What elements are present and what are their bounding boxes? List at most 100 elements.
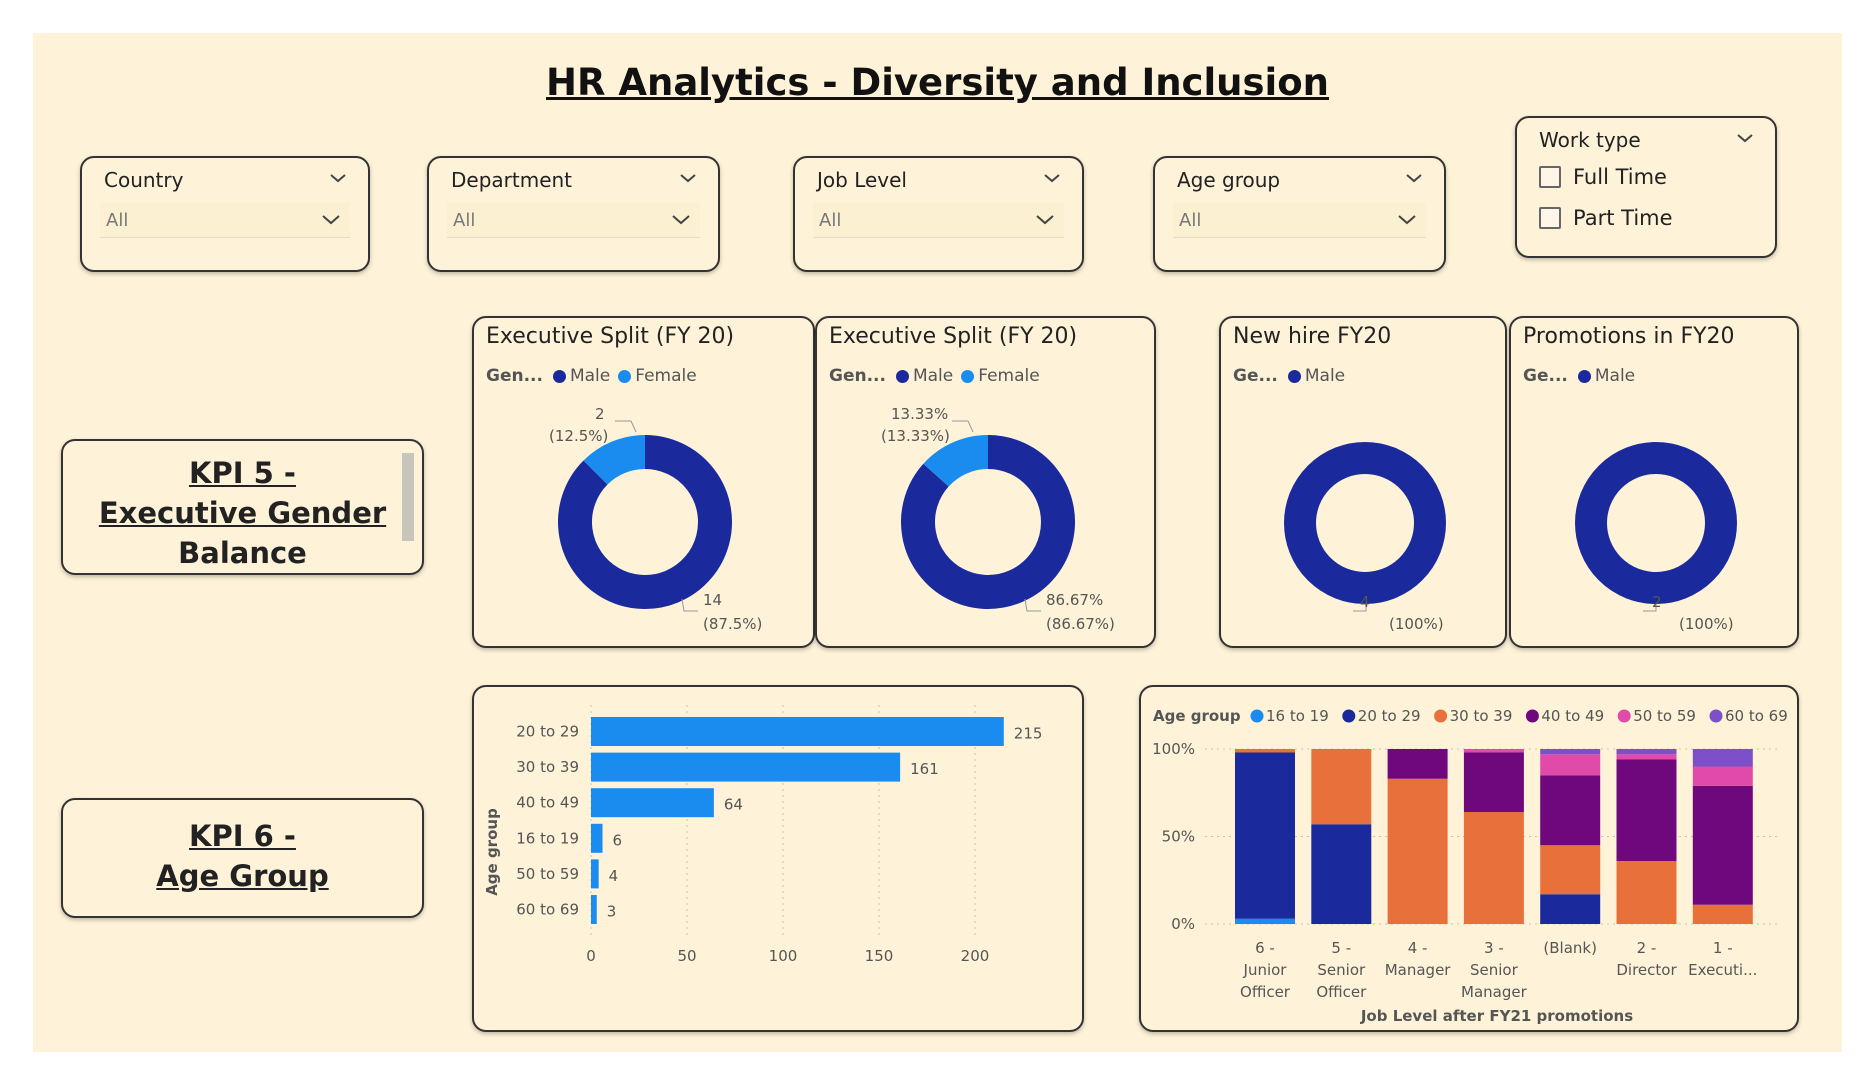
chevron-down-icon[interactable] <box>320 210 342 230</box>
job-level-dropdown[interactable]: All <box>813 202 1064 238</box>
leader-line <box>681 598 698 612</box>
stack-segment-60-to-69[interactable] <box>1692 749 1753 767</box>
chevron-down-icon[interactable] <box>1042 168 1062 188</box>
stack-segment-40-to-49[interactable] <box>1463 752 1524 813</box>
new-hire-chart[interactable]: New hire FY20 Ge... Male 4 (100%) <box>1219 316 1507 648</box>
donut-slice-male[interactable] <box>558 435 732 609</box>
stack-segment-60-to-69[interactable] <box>1616 749 1677 755</box>
bar-16-to-19[interactable] <box>591 823 603 853</box>
legend-label[interactable]: 30 to 39 <box>1450 707 1513 725</box>
age-group-dropdown[interactable]: All <box>1173 202 1426 238</box>
checkbox-icon[interactable] <box>1539 166 1561 188</box>
legend-label[interactable]: 16 to 19 <box>1266 707 1329 725</box>
country-dropdown[interactable]: All <box>100 202 350 238</box>
exec-split-chart-2[interactable]: Executive Split (FY 20) Gen... Male Fema… <box>815 316 1156 648</box>
age-group-slicer[interactable]: Age group All <box>1153 156 1446 272</box>
bar-40-to-49[interactable] <box>591 788 714 818</box>
chart-title: New hire FY20 <box>1233 324 1392 349</box>
kpi5-line: Balance <box>178 536 307 570</box>
donut-slice-male[interactable] <box>1575 442 1737 604</box>
exec-split-chart-1[interactable]: Executive Split (FY 20) Gen... Male Fema… <box>472 316 815 648</box>
leader-line <box>615 420 637 433</box>
y-tick-label: 0% <box>1171 915 1195 933</box>
country-slicer[interactable]: Country All <box>80 156 370 272</box>
data-label: (87.5%) <box>703 615 762 633</box>
legend-item-male[interactable]: Male <box>1577 366 1635 386</box>
scrollbar-thumb[interactable] <box>402 453 414 541</box>
legend-item-male[interactable]: Male <box>1287 366 1345 386</box>
checkbox-icon[interactable] <box>1539 207 1561 229</box>
stack-segment-30-to-39[interactable] <box>1692 904 1753 924</box>
stack-segment-40-to-49[interactable] <box>1616 759 1677 862</box>
legend-dot <box>895 369 909 383</box>
department-slicer[interactable]: Department All <box>427 156 720 272</box>
y-tick-label: 100% <box>1152 740 1195 758</box>
data-label: (86.67%) <box>1046 615 1115 633</box>
department-dropdown[interactable]: All <box>447 202 700 238</box>
bar-20-to-29[interactable] <box>591 717 1004 746</box>
stack-segment-20-to-29[interactable] <box>1311 824 1372 924</box>
stack-segment-50-to-59[interactable] <box>1692 766 1753 786</box>
bar-30-to-39[interactable] <box>591 752 901 782</box>
chevron-down-icon[interactable] <box>678 168 698 188</box>
stack-segment-50-to-59[interactable] <box>1616 754 1677 760</box>
x-tick-label: 3 - <box>1484 939 1504 957</box>
legend-label[interactable]: 50 to 59 <box>1633 707 1696 725</box>
stack-segment-60-to-69[interactable] <box>1540 749 1601 755</box>
donut-4-slices <box>1575 442 1737 604</box>
donut-plot: 2 (12.5%) 14 (87.5%) <box>549 405 762 633</box>
donut-slice-male[interactable] <box>901 435 1075 609</box>
stack-segment-30-to-39[interactable] <box>1311 749 1372 825</box>
bar-60-to-69[interactable] <box>591 895 597 924</box>
chevron-down-icon[interactable] <box>328 168 348 188</box>
stack-segment-30-to-39[interactable] <box>1235 749 1295 753</box>
donut-slice-male[interactable] <box>1284 442 1446 604</box>
stack-segment-40-to-49[interactable] <box>1387 749 1448 779</box>
data-label: 14 <box>703 591 722 609</box>
stack-segment-20-to-29[interactable] <box>1235 752 1295 919</box>
chevron-down-icon[interactable] <box>670 210 692 230</box>
stack-segment-40-to-49[interactable] <box>1540 775 1601 846</box>
chart-title: Executive Split (FY 20) <box>829 324 1078 349</box>
y-tick-label: 20 to 29 <box>516 723 579 741</box>
legend-item-male[interactable]: Male <box>552 366 610 386</box>
legend-label[interactable]: 60 to 69 <box>1725 707 1788 725</box>
y-tick-label: 60 to 69 <box>516 901 579 919</box>
legend-label[interactable]: 40 to 49 <box>1541 707 1604 725</box>
legend-item-male[interactable]: Male <box>895 366 953 386</box>
chevron-down-icon[interactable] <box>1735 128 1755 148</box>
age-group-bar-chart[interactable]: 0 50 100 150 200 Age group 20 to 29 215 30 to 39… <box>472 685 1084 1032</box>
stack-segment-50-to-59[interactable] <box>1463 749 1524 753</box>
stack-segment-30-to-39[interactable] <box>1540 845 1601 895</box>
stack-segment-20-to-29[interactable] <box>1540 894 1601 924</box>
chevron-down-icon[interactable] <box>1396 210 1418 230</box>
chevron-down-icon[interactable] <box>1034 210 1056 230</box>
donut-slice-female[interactable] <box>583 435 646 486</box>
donut-slice-female[interactable] <box>923 435 989 488</box>
chevron-down-icon[interactable] <box>1404 168 1424 188</box>
stack-segment-40-to-49[interactable] <box>1692 785 1753 905</box>
kpi5-heading: KPI 5 - Executive Gender Balance <box>63 453 422 573</box>
data-label: 161 <box>910 760 939 778</box>
x-tick-label: Officer <box>1316 983 1367 1001</box>
part-time-option[interactable]: Part Time <box>1539 203 1673 233</box>
work-type-slicer[interactable]: Work type Full Time Part Time <box>1515 116 1777 258</box>
stack-segment-16-to-19[interactable] <box>1235 918 1295 924</box>
stack-segment-30-to-39[interactable] <box>1616 861 1677 924</box>
x-tick-label: Senior <box>1470 961 1519 979</box>
full-time-option[interactable]: Full Time <box>1539 162 1667 192</box>
job-level-slicer[interactable]: Job Level All <box>793 156 1084 272</box>
bar-50-to-59[interactable] <box>591 859 599 889</box>
stack-segment-30-to-39[interactable] <box>1387 778 1448 924</box>
chart-legend: Gen... Male Female <box>486 366 705 386</box>
promotions-chart[interactable]: Promotions in FY20 Ge... Male 2 (100%) <box>1509 316 1799 648</box>
job-level-stacked-chart[interactable]: Age group 16 to 19 20 to 29 30 to 39 40 to 4… <box>1139 685 1799 1032</box>
stack-segment-30-to-39[interactable] <box>1463 812 1524 924</box>
legend-item-female[interactable]: Female <box>961 366 1040 386</box>
legend-item-female[interactable]: Female <box>618 366 697 386</box>
page-title: HR Analytics - Diversity and Inclusion <box>546 61 1329 104</box>
x-tick-label: 50 <box>677 947 696 965</box>
legend-label[interactable]: 20 to 29 <box>1358 707 1421 725</box>
stack-segment-50-to-59[interactable] <box>1540 754 1601 776</box>
leader-line <box>1353 603 1367 612</box>
